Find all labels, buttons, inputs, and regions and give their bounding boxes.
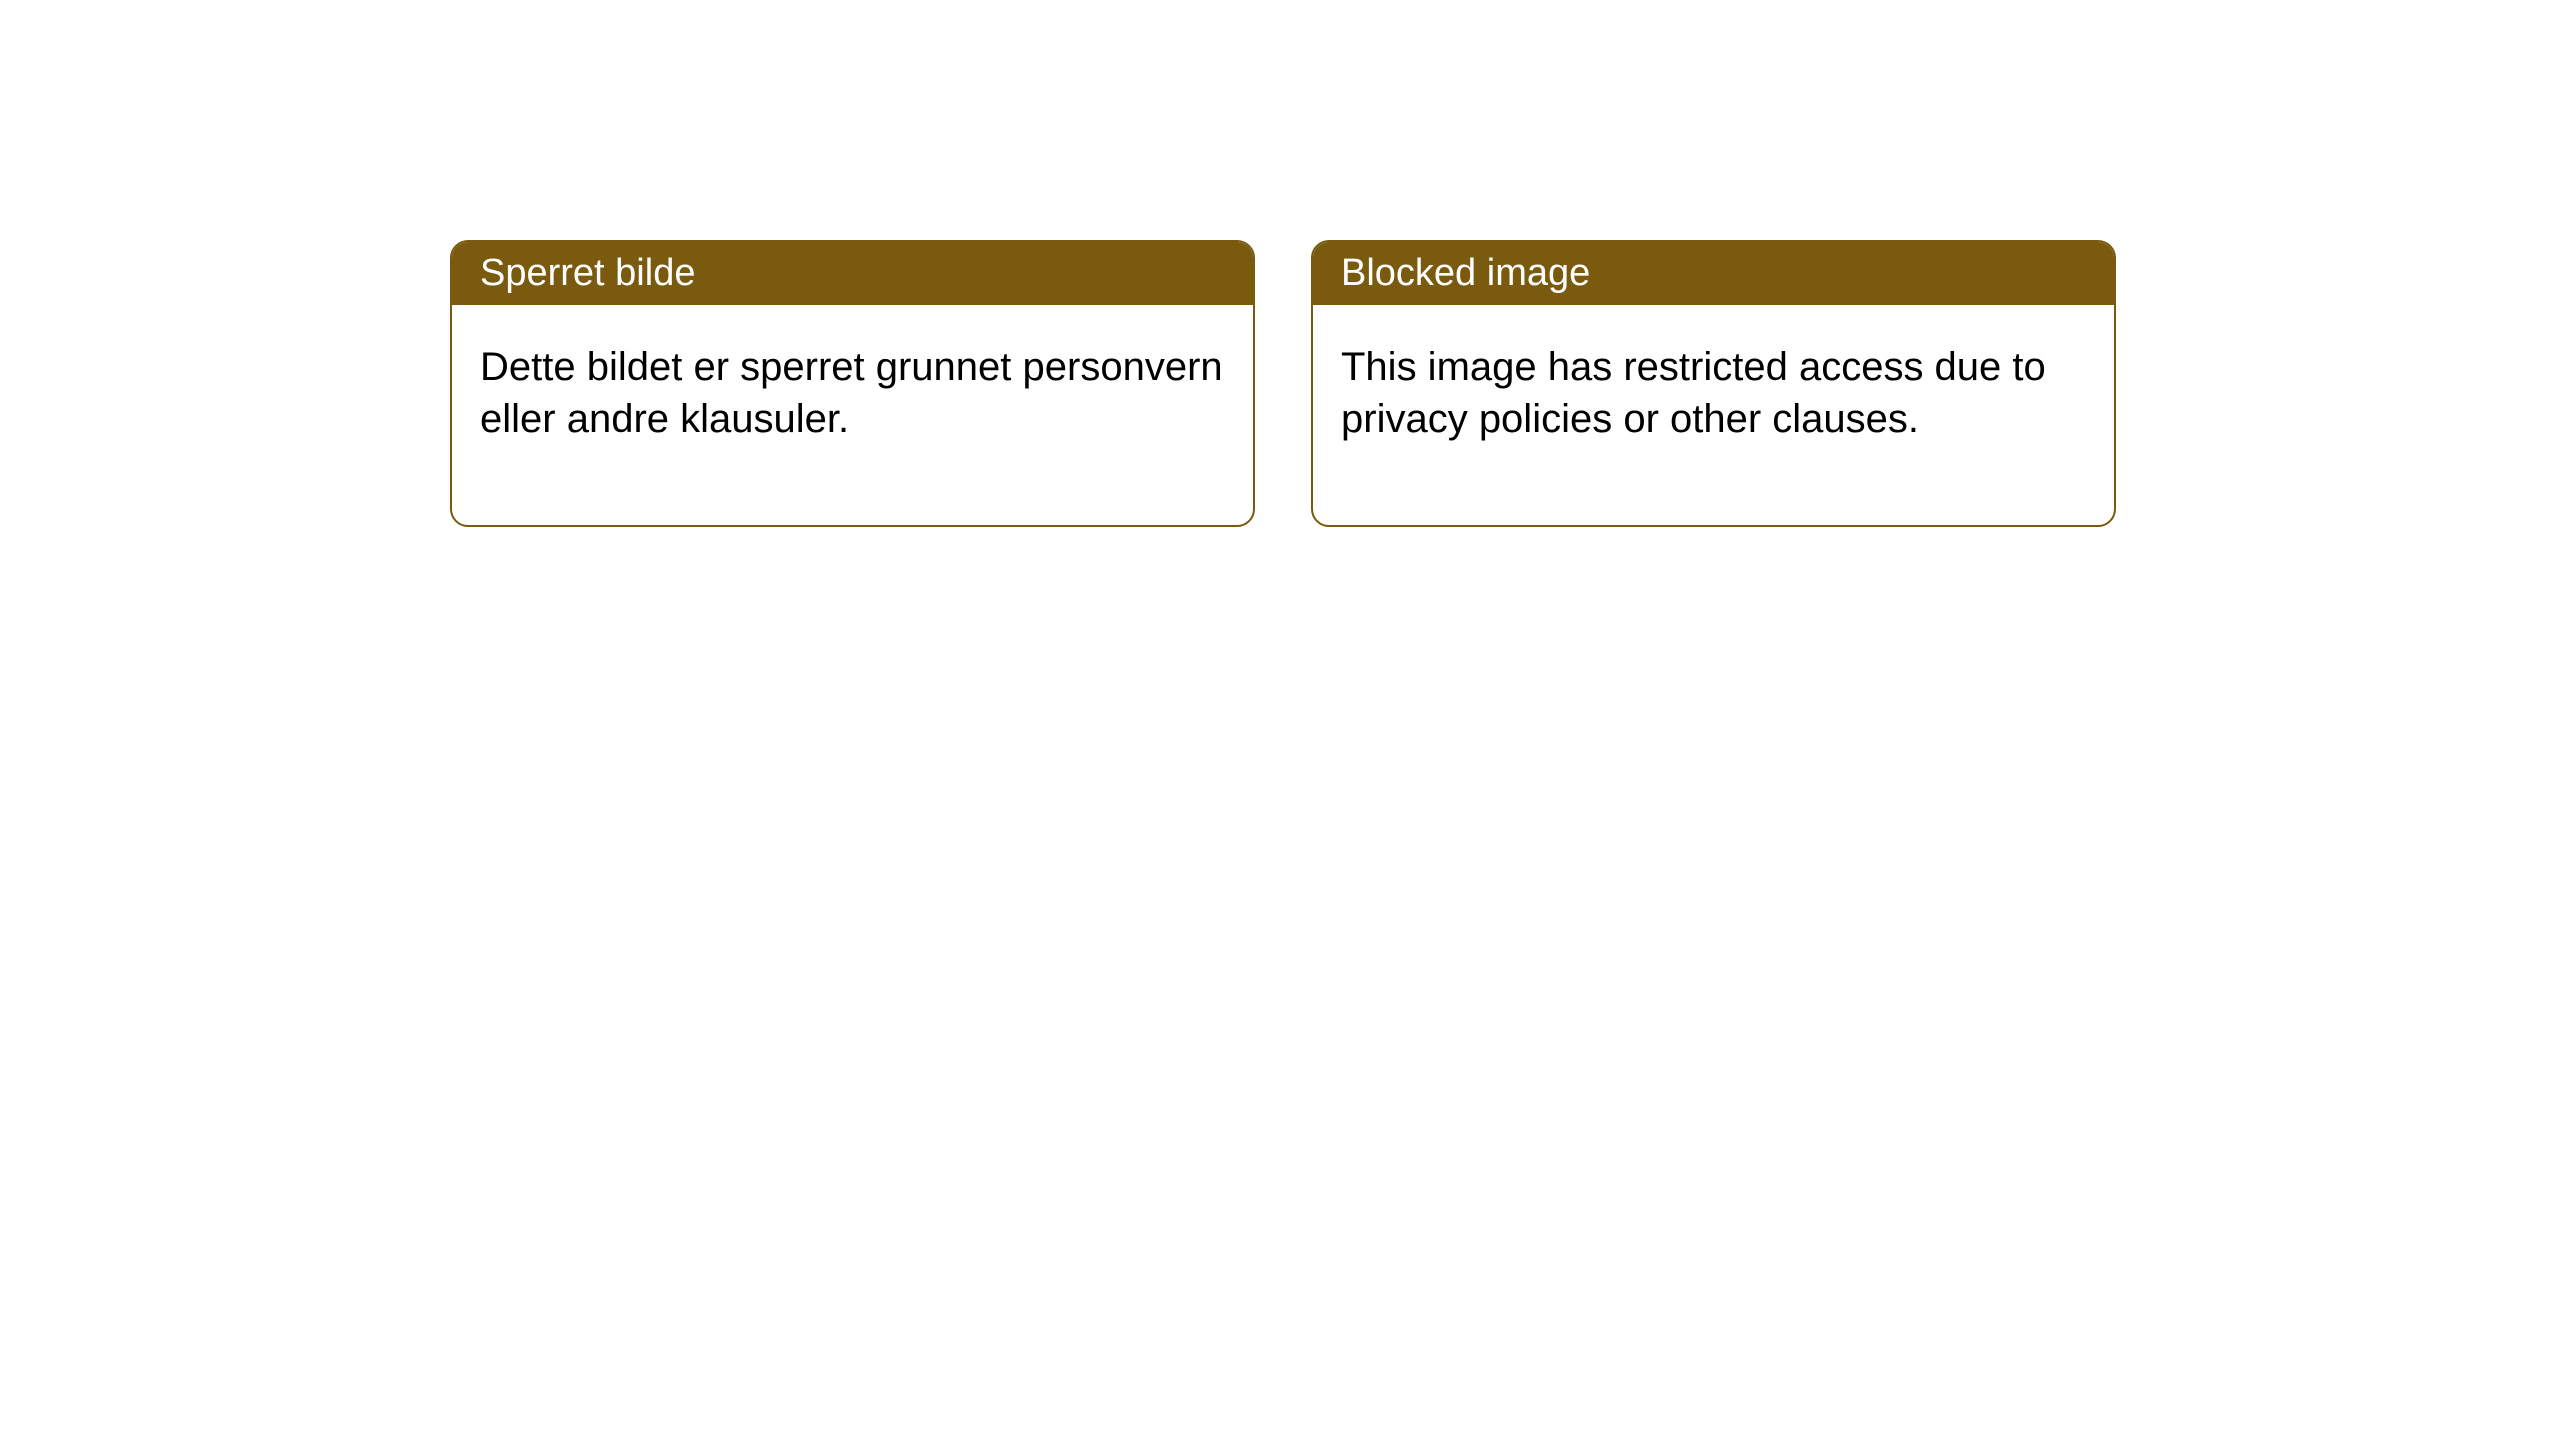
card-title: Blocked image — [1341, 252, 1590, 294]
card-header: Blocked image — [1313, 242, 2114, 305]
card-body-text: This image has restricted access due to … — [1341, 345, 2046, 441]
notice-container: Sperret bilde Dette bildet er sperret gr… — [450, 240, 2116, 527]
card-body: Dette bildet er sperret grunnet personve… — [452, 305, 1253, 525]
card-body: This image has restricted access due to … — [1313, 305, 2114, 525]
card-title: Sperret bilde — [480, 252, 695, 294]
card-body-text: Dette bildet er sperret grunnet personve… — [480, 345, 1223, 441]
notice-card-english: Blocked image This image has restricted … — [1311, 240, 2116, 527]
card-header: Sperret bilde — [452, 242, 1253, 305]
notice-card-norwegian: Sperret bilde Dette bildet er sperret gr… — [450, 240, 1255, 527]
